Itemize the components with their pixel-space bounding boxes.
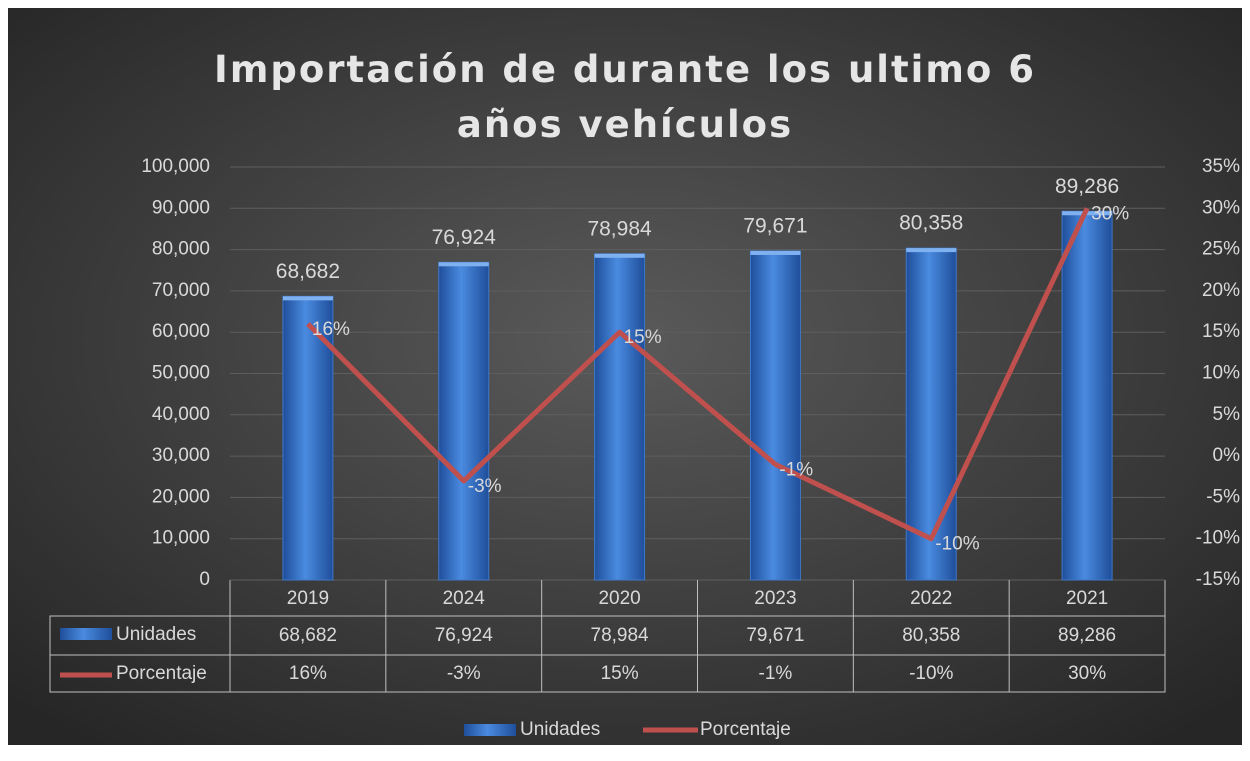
bar: [594, 253, 646, 581]
y2-tick-label: 35%: [1202, 156, 1240, 177]
y-tick-label: 60,000: [152, 321, 210, 342]
y2-tick-label: -5%: [1206, 486, 1240, 507]
y-tick-label: 30,000: [152, 445, 210, 466]
y2-tick-label: 0%: [1213, 445, 1241, 466]
y2-tick-label: 30%: [1202, 197, 1240, 218]
bar-value-label: 79,671: [743, 215, 807, 238]
line-value-label: -10%: [935, 534, 979, 555]
y2-tick-label: 10%: [1202, 363, 1240, 384]
bar-top: [750, 250, 801, 255]
table-cell: 16%: [289, 663, 327, 684]
y-tick-label: 50,000: [152, 363, 210, 384]
table-cell: 79,671: [746, 625, 804, 646]
table-cell: -3%: [447, 663, 481, 684]
bar: [438, 261, 490, 581]
y-tick-label: 20,000: [152, 486, 210, 507]
legend-key: [464, 724, 516, 736]
y2-tick-label: 5%: [1213, 404, 1241, 425]
bar-top: [282, 296, 333, 301]
table-cell: 76,924: [435, 625, 494, 646]
y2-tick-label: 15%: [1202, 321, 1240, 342]
line: [306, 207, 1090, 542]
bar-top: [438, 262, 489, 267]
bar-value-label: 89,286: [1055, 175, 1119, 198]
table-cell: 15%: [601, 663, 639, 684]
y2-tick-label: -15%: [1196, 569, 1240, 590]
table-row-label: Porcentaje: [116, 663, 207, 684]
bar-value-label: 80,358: [899, 212, 963, 235]
table-cell: 89,286: [1058, 625, 1116, 646]
y-tick-label: 100,000: [141, 156, 210, 177]
y-tick-label: 80,000: [152, 239, 210, 260]
y-tick-label: 90,000: [152, 197, 210, 218]
y-tick-label: 70,000: [152, 280, 210, 301]
table-cell: -10%: [909, 663, 953, 684]
y-tick-label: 40,000: [152, 404, 210, 425]
table-legend-key: [60, 628, 112, 640]
table-cell: 80,358: [902, 625, 960, 646]
line-value-label: 15%: [624, 327, 662, 348]
bar: [905, 247, 957, 581]
table-cell: 68,682: [279, 625, 337, 646]
legend-label: Porcentaje: [700, 719, 791, 740]
bar: [1061, 210, 1113, 581]
line-value-label: -3%: [468, 476, 502, 497]
table-cell: 78,984: [591, 625, 650, 646]
legend-label: Unidades: [520, 719, 600, 740]
x-tick-label: 2020: [598, 588, 640, 609]
y2-tick-label: -10%: [1196, 528, 1240, 549]
bar: [749, 250, 801, 581]
y-tick-label: 10,000: [152, 528, 210, 549]
x-tick-label: 2019: [287, 588, 329, 609]
bar-top: [906, 248, 957, 253]
bar-value-label: 68,682: [276, 260, 340, 283]
table-cell: 30%: [1068, 663, 1106, 684]
x-tick-label: 2022: [910, 588, 952, 609]
x-tick-label: 2024: [443, 588, 486, 609]
line-value-label: 30%: [1091, 203, 1129, 224]
y2-tick-label: 20%: [1202, 280, 1240, 301]
x-tick-label: 2023: [754, 588, 796, 609]
table-cell: -1%: [759, 663, 793, 684]
line-value-label: -1%: [779, 459, 813, 480]
line-value-label: 16%: [312, 319, 350, 340]
table-row-label: Unidades: [116, 624, 196, 645]
bar-top: [594, 253, 645, 258]
y-tick-label: 0: [199, 569, 210, 590]
y2-tick-label: 25%: [1202, 239, 1240, 260]
bar-value-label: 76,924: [432, 226, 497, 249]
x-tick-label: 2021: [1066, 588, 1108, 609]
chart-title: Importación de durante los ultimo 6 años…: [214, 48, 1036, 146]
bar-value-label: 78,984: [587, 217, 652, 240]
